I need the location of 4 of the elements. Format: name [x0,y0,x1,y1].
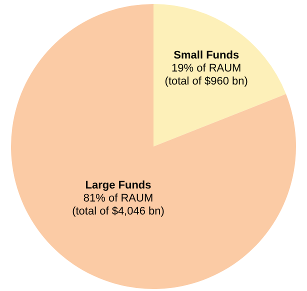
slice-label: Large Funds [85,179,152,192]
data-label: 81% of RAUM (total of $4,046 bn) [72,192,164,218]
data-label: 19% of RAUM (total of $960 bn) [164,62,248,88]
slice-label: Small Funds [174,50,240,62]
